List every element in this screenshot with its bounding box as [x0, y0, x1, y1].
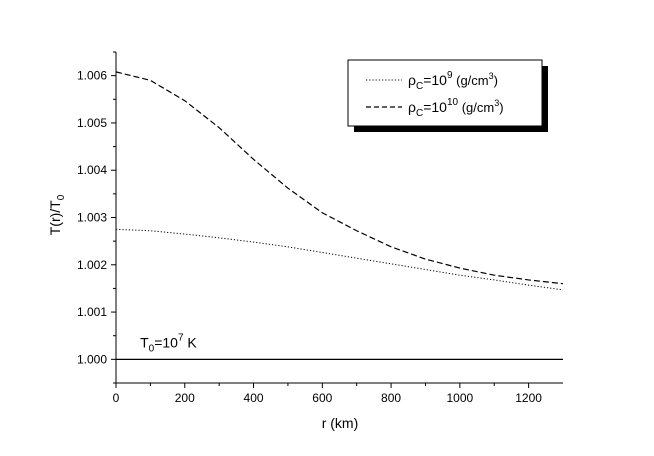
y-axis-ticks: 1.000 1.001 1.002 1.003 1.004 1.005 1.006 — [77, 51, 116, 384]
series-lines — [115, 71, 564, 360]
t0-annotation: T0=107 K — [140, 333, 197, 355]
y-tick-label: 1.002 — [77, 258, 107, 272]
x-tick-label: 1200 — [515, 391, 542, 405]
series-rho-1e9-dotted — [115, 228, 564, 291]
legend-label-dashed: ρC=1010 (g/cm3) — [408, 97, 504, 119]
y-tick-label: 1.001 — [77, 305, 107, 319]
x-tick-label: 0 — [113, 391, 120, 405]
y-tick-label: 1.005 — [77, 116, 107, 130]
x-axis-label: r (km) — [322, 415, 359, 431]
y-tick-label: 1.000 — [77, 352, 107, 366]
y-tick-label: 1.003 — [77, 211, 107, 225]
x-tick-label: 600 — [312, 391, 332, 405]
legend: ρC=109 (g/cm3) ρC=1010 (g/cm3) — [347, 59, 548, 132]
y-tick-label: 1.004 — [77, 163, 107, 177]
y-tick-label: 1.006 — [77, 69, 107, 83]
legend-label-dotted: ρC=109 (g/cm3) — [408, 70, 498, 92]
x-tick-label: 200 — [175, 391, 195, 405]
legend-box — [347, 59, 543, 127]
series-rho-1e10-dashed — [115, 71, 564, 285]
x-tick-label: 800 — [381, 391, 401, 405]
x-tick-label: 1000 — [446, 391, 473, 405]
y-axis-label: T(r)/T0 — [47, 194, 67, 235]
x-tick-label: 400 — [244, 391, 264, 405]
x-axis-ticks: 0 200 400 600 800 1000 1200 — [113, 383, 542, 405]
